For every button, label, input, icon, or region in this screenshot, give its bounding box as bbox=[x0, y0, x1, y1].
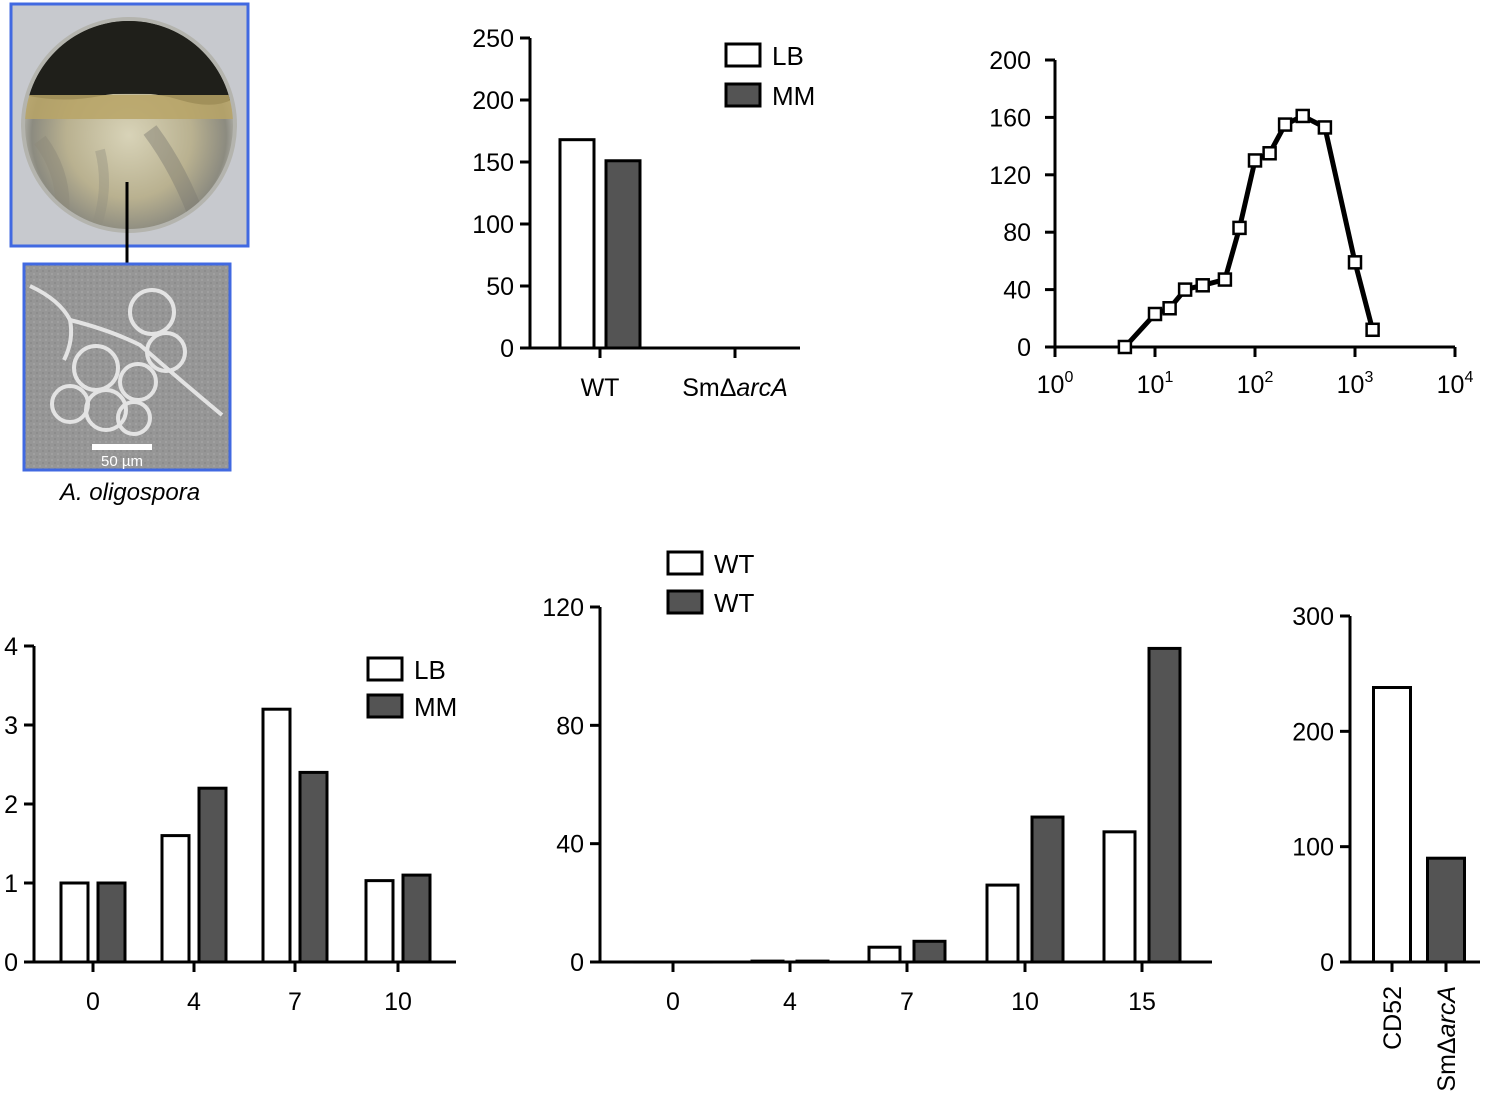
data-point bbox=[1147, 306, 1163, 322]
organism-caption: A. oligospora bbox=[58, 479, 200, 506]
y-tick-label: 100 bbox=[472, 211, 514, 239]
bar bbox=[867, 945, 902, 964]
y-tick-label: 80 bbox=[556, 712, 584, 740]
x-tick-label: 100 bbox=[1037, 369, 1074, 399]
y-tick-label: 50 bbox=[486, 273, 514, 301]
legend-label: WT bbox=[714, 549, 755, 579]
y-tick-label: 4 bbox=[4, 633, 18, 661]
bar bbox=[750, 959, 785, 964]
bar bbox=[160, 834, 191, 964]
y-tick-label: 120 bbox=[542, 594, 584, 622]
x-tick-label: 15 bbox=[1128, 988, 1156, 1016]
bar bbox=[1102, 830, 1137, 964]
bar bbox=[1372, 686, 1412, 964]
legend-swatch bbox=[724, 42, 762, 68]
y-tick-label: 120 bbox=[989, 162, 1031, 190]
y-tick-label: 300 bbox=[1292, 603, 1334, 631]
y-tick-label: 40 bbox=[1003, 277, 1031, 305]
legend-swatch bbox=[724, 82, 762, 108]
y-tick-label: 100 bbox=[1292, 834, 1334, 862]
data-point bbox=[1347, 255, 1363, 270]
legend-swatch bbox=[666, 589, 704, 615]
bar bbox=[364, 879, 395, 964]
data-point bbox=[1195, 278, 1210, 293]
y-tick-label: 0 bbox=[500, 335, 514, 363]
y-tick-label: 150 bbox=[472, 149, 514, 177]
bar bbox=[401, 873, 432, 964]
x-tick-label: SmΔarcA bbox=[682, 374, 788, 402]
data-point bbox=[1365, 322, 1380, 338]
y-tick-label: 40 bbox=[556, 831, 584, 859]
bottom-right-bar-chart: 0 100 200 300 CD52 SmΔarcA bbox=[1292, 603, 1480, 1092]
bar bbox=[1147, 646, 1182, 964]
y-tick-label: 0 bbox=[1320, 949, 1334, 977]
y-tick-label: 3 bbox=[4, 712, 18, 740]
legend-label: LB bbox=[414, 655, 446, 685]
y-tick-label: 250 bbox=[472, 25, 514, 53]
y-tick-label: 0 bbox=[1017, 334, 1031, 362]
data-point bbox=[1317, 120, 1333, 135]
legend-label: MM bbox=[772, 81, 815, 111]
y-tick-label: 80 bbox=[1003, 219, 1031, 247]
legend-swatch bbox=[666, 550, 704, 576]
bar bbox=[197, 786, 228, 964]
y-tick-label: 0 bbox=[4, 949, 18, 977]
bar bbox=[604, 159, 642, 350]
trap-micrograph-photo: 50 µm bbox=[22, 262, 232, 472]
x-tick-label: 4 bbox=[783, 988, 797, 1016]
data-point bbox=[1232, 220, 1247, 236]
legend-swatch bbox=[366, 693, 404, 719]
legend-swatch bbox=[366, 656, 404, 682]
data-point bbox=[1295, 108, 1310, 124]
top-bar-chart: 0 50 100 150 200 250 WT SmΔarcA LB MM bbox=[472, 25, 815, 402]
y-tick-label: 200 bbox=[1292, 718, 1334, 746]
x-tick-label: 103 bbox=[1337, 369, 1374, 399]
x-tick-label: 101 bbox=[1137, 369, 1174, 399]
data-point bbox=[1247, 153, 1263, 168]
bar bbox=[1426, 856, 1466, 964]
x-tick-label: SmΔarcA bbox=[1433, 986, 1461, 1092]
x-tick-label: 10 bbox=[384, 988, 412, 1016]
y-tick-label: 2 bbox=[4, 791, 18, 819]
y-tick-label: 200 bbox=[472, 87, 514, 115]
culture-plate-photo bbox=[9, 2, 250, 304]
y-tick-label: 200 bbox=[989, 47, 1031, 75]
data-point bbox=[1162, 301, 1177, 316]
bar bbox=[558, 138, 596, 350]
data-point bbox=[1217, 272, 1233, 287]
legend-label: LB bbox=[772, 41, 804, 71]
x-tick-label: 102 bbox=[1237, 369, 1274, 399]
bar bbox=[795, 959, 830, 964]
legend-label: WT bbox=[714, 588, 755, 618]
bar bbox=[96, 881, 127, 964]
bottom-middle-bar-chart: 0 40 80 120 0 4 7 10 15 WT WT bbox=[542, 549, 1212, 1016]
bar bbox=[261, 707, 292, 964]
y-tick-label: 0 bbox=[570, 949, 584, 977]
x-tick-label: WT bbox=[581, 374, 620, 402]
bar bbox=[985, 883, 1020, 964]
scale-bar-label: 50 µm bbox=[101, 453, 143, 470]
bar bbox=[59, 881, 90, 964]
x-tick-label: 104 bbox=[1437, 369, 1474, 399]
bar bbox=[1030, 815, 1065, 964]
legend-label: MM bbox=[414, 692, 457, 722]
data-point bbox=[1177, 282, 1193, 297]
x-tick-label: 0 bbox=[86, 988, 100, 1016]
y-tick-label: 1 bbox=[4, 870, 18, 898]
data-point bbox=[1117, 339, 1133, 355]
data-point bbox=[1262, 146, 1277, 161]
x-tick-label: CD52 bbox=[1379, 986, 1407, 1050]
y-tick-label: 160 bbox=[989, 104, 1031, 132]
x-tick-label: 10 bbox=[1011, 988, 1039, 1016]
bar bbox=[912, 939, 947, 964]
x-tick-label: 7 bbox=[288, 988, 302, 1016]
bottom-left-bar-chart: 0 1 2 3 4 0 4 7 10 LB MM bbox=[4, 633, 457, 1016]
bar bbox=[298, 770, 329, 964]
data-point bbox=[1277, 117, 1293, 132]
x-tick-label: 0 bbox=[666, 988, 680, 1016]
top-line-chart: 0 40 80 120 160 200 100 101 102 103 104 bbox=[989, 47, 1473, 399]
x-tick-label: 7 bbox=[900, 988, 914, 1016]
x-tick-label: 4 bbox=[187, 988, 201, 1016]
